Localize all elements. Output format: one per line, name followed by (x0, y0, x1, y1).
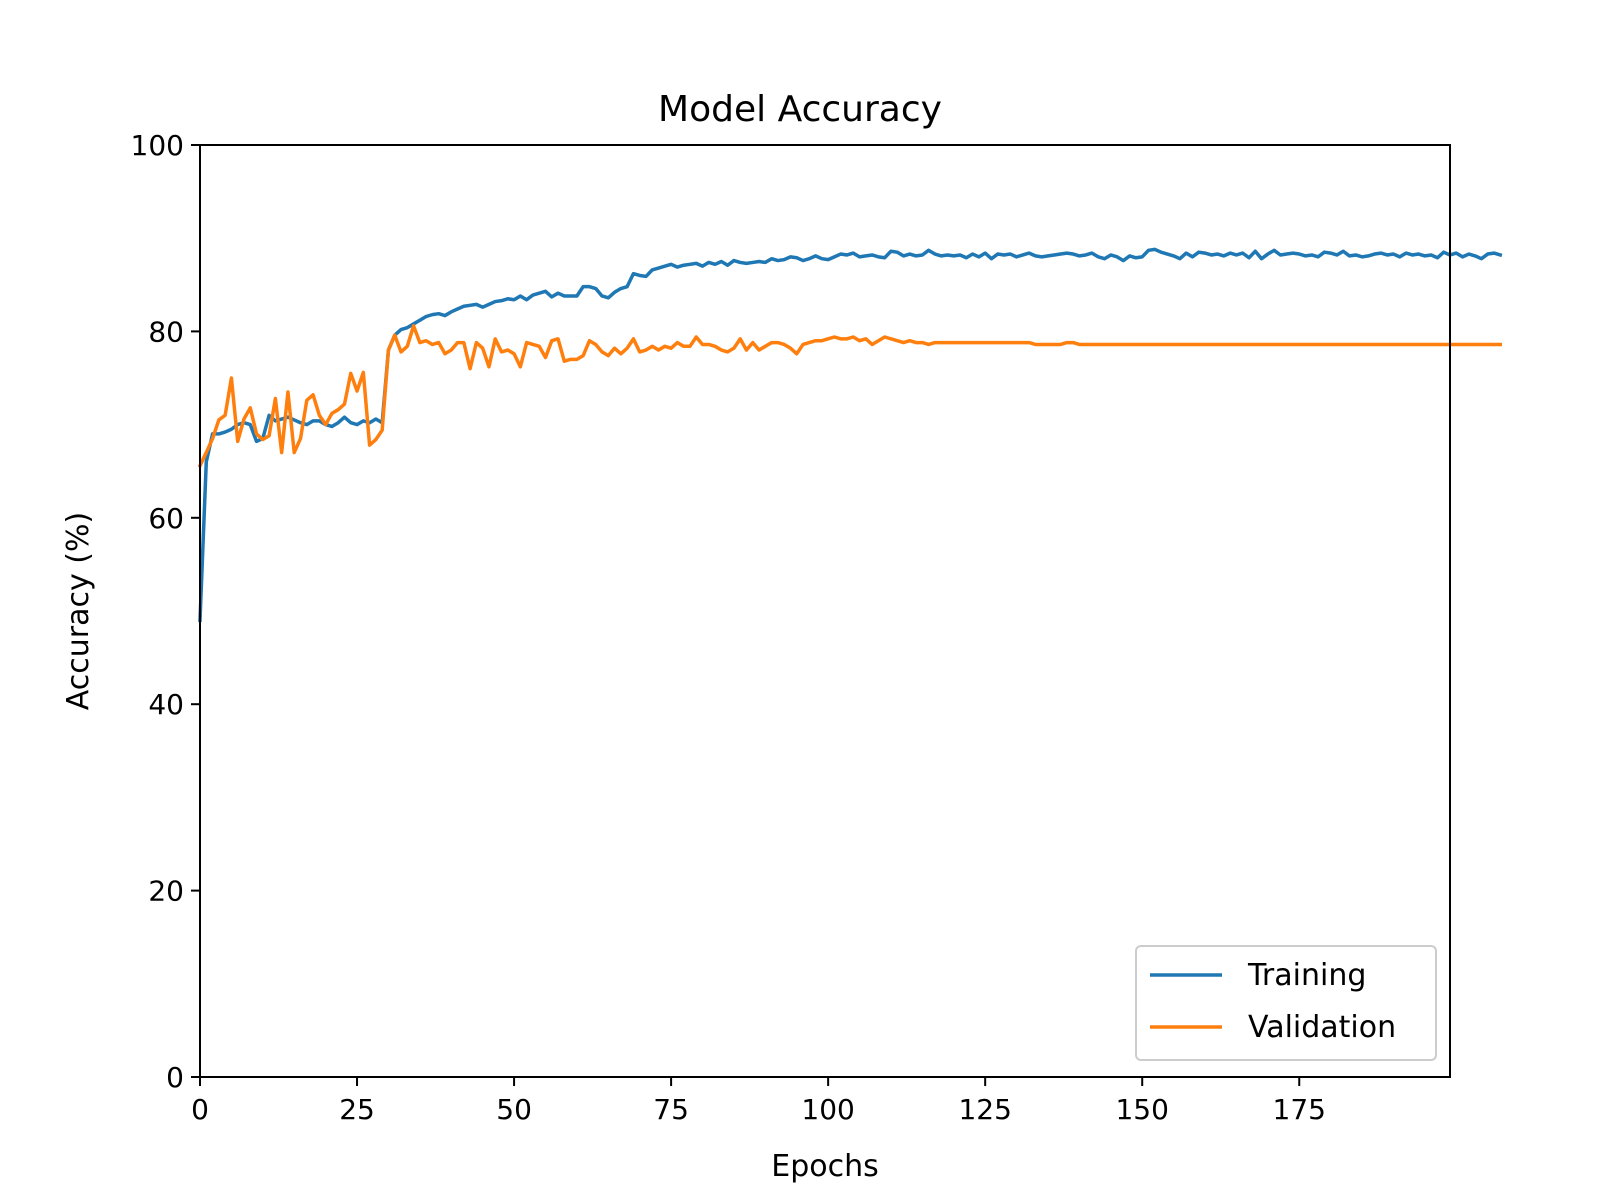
x-axis-label: Epochs (771, 1149, 879, 1184)
x-tick-label: 175 (1273, 1093, 1326, 1126)
legend-training-label: Training (1247, 958, 1366, 993)
y-axis: 0 20 40 60 80 100 (131, 129, 200, 1094)
training-series-line (198, 247, 1503, 623)
x-tick-label: 25 (339, 1093, 375, 1126)
x-axis: 0 25 50 75 100 125 150 175 (191, 1077, 1326, 1126)
x-tick-label: 75 (653, 1093, 689, 1126)
chart-title: Model Accuracy (658, 89, 942, 130)
series-layer (197, 247, 1503, 623)
y-tick-label: 60 (148, 502, 184, 535)
x-tick-label: 0 (191, 1093, 209, 1126)
y-tick-label: 0 (166, 1061, 184, 1094)
y-tick-label: 100 (131, 129, 184, 162)
x-tick-label: 125 (958, 1093, 1011, 1126)
x-tick-label: 50 (496, 1093, 532, 1126)
y-tick-label: 80 (148, 315, 184, 348)
legend-validation-label: Validation (1248, 1010, 1396, 1045)
legend: Training Validation (1135, 945, 1437, 1061)
x-tick-label: 100 (801, 1093, 854, 1126)
validation-series-line (197, 324, 1502, 468)
plot-area (197, 144, 1503, 1078)
y-axis-label: Accuracy (%) (61, 512, 96, 710)
y-tick-label: 20 (148, 875, 184, 908)
x-tick-label: 150 (1115, 1093, 1168, 1126)
y-tick-label: 40 (148, 688, 184, 721)
plot-frame (199, 144, 1451, 1078)
